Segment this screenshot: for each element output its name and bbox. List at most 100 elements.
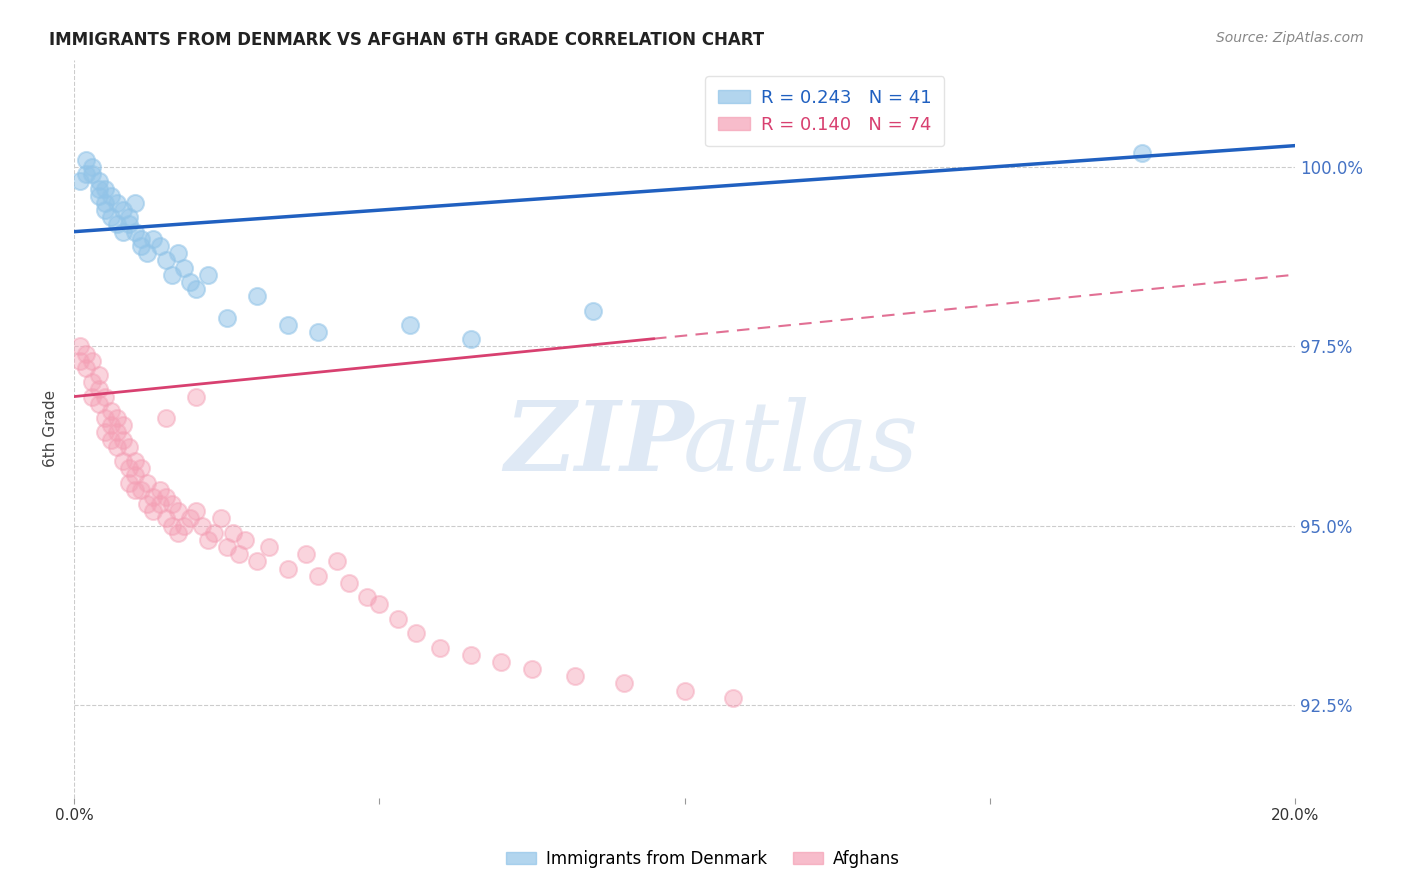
Point bbox=[118, 218, 141, 232]
Point bbox=[93, 411, 115, 425]
Point bbox=[307, 325, 329, 339]
Point bbox=[87, 397, 110, 411]
Point bbox=[167, 246, 190, 260]
Point bbox=[111, 454, 134, 468]
Point bbox=[215, 540, 238, 554]
Point bbox=[129, 483, 152, 497]
Point bbox=[87, 368, 110, 382]
Point bbox=[398, 318, 420, 332]
Point bbox=[179, 511, 201, 525]
Point bbox=[100, 404, 122, 418]
Point bbox=[82, 167, 104, 181]
Point bbox=[259, 540, 281, 554]
Point bbox=[118, 461, 141, 475]
Point bbox=[100, 433, 122, 447]
Point bbox=[82, 353, 104, 368]
Point bbox=[173, 260, 195, 275]
Point bbox=[155, 490, 177, 504]
Point bbox=[160, 268, 183, 282]
Point bbox=[93, 390, 115, 404]
Point bbox=[136, 246, 159, 260]
Point bbox=[460, 332, 482, 346]
Point bbox=[368, 598, 391, 612]
Point bbox=[124, 468, 146, 483]
Point bbox=[491, 655, 513, 669]
Point bbox=[87, 383, 110, 397]
Text: IMMIGRANTS FROM DENMARK VS AFGHAN 6TH GRADE CORRELATION CHART: IMMIGRANTS FROM DENMARK VS AFGHAN 6TH GR… bbox=[49, 31, 765, 49]
Point bbox=[186, 390, 208, 404]
Point bbox=[564, 669, 586, 683]
Point bbox=[105, 196, 128, 211]
Legend: Immigrants from Denmark, Afghans: Immigrants from Denmark, Afghans bbox=[499, 844, 907, 875]
Point bbox=[142, 232, 165, 246]
Point bbox=[612, 676, 634, 690]
Point bbox=[69, 339, 91, 353]
Legend: R = 0.243   N = 41, R = 0.140   N = 74: R = 0.243 N = 41, R = 0.140 N = 74 bbox=[704, 76, 945, 146]
Point bbox=[93, 203, 115, 218]
Point bbox=[405, 626, 427, 640]
Point bbox=[75, 360, 97, 375]
Point bbox=[246, 554, 269, 568]
Point bbox=[129, 461, 152, 475]
Point bbox=[82, 160, 104, 174]
Point bbox=[429, 640, 451, 655]
Point bbox=[129, 239, 152, 253]
Point bbox=[87, 174, 110, 188]
Point bbox=[520, 662, 543, 676]
Point bbox=[179, 275, 201, 289]
Point bbox=[93, 196, 115, 211]
Point bbox=[82, 376, 104, 390]
Point bbox=[204, 525, 226, 540]
Point bbox=[124, 225, 146, 239]
Point bbox=[160, 497, 183, 511]
Point bbox=[148, 483, 170, 497]
Point bbox=[69, 174, 91, 188]
Point bbox=[228, 547, 250, 561]
Point bbox=[100, 189, 122, 203]
Point bbox=[87, 181, 110, 195]
Point bbox=[148, 497, 170, 511]
Point bbox=[222, 525, 245, 540]
Point bbox=[325, 554, 347, 568]
Point bbox=[142, 490, 165, 504]
Point bbox=[186, 504, 208, 518]
Point bbox=[111, 418, 134, 433]
Point bbox=[75, 153, 97, 167]
Point bbox=[124, 454, 146, 468]
Point bbox=[111, 225, 134, 239]
Point bbox=[124, 196, 146, 211]
Point bbox=[155, 411, 177, 425]
Point bbox=[118, 440, 141, 454]
Point bbox=[277, 318, 299, 332]
Point bbox=[100, 211, 122, 225]
Point bbox=[167, 525, 190, 540]
Point bbox=[673, 683, 696, 698]
Point bbox=[582, 303, 605, 318]
Point bbox=[118, 211, 141, 225]
Point bbox=[197, 268, 219, 282]
Point bbox=[155, 511, 177, 525]
Point bbox=[295, 547, 318, 561]
Point bbox=[82, 390, 104, 404]
Point bbox=[136, 497, 159, 511]
Point bbox=[460, 648, 482, 662]
Point bbox=[215, 310, 238, 325]
Point bbox=[124, 483, 146, 497]
Point bbox=[233, 533, 256, 547]
Point bbox=[118, 475, 141, 490]
Point bbox=[136, 475, 159, 490]
Point bbox=[173, 518, 195, 533]
Point bbox=[337, 576, 360, 591]
Point bbox=[142, 504, 165, 518]
Point bbox=[155, 253, 177, 268]
Point bbox=[160, 518, 183, 533]
Point bbox=[723, 690, 745, 705]
Y-axis label: 6th Grade: 6th Grade bbox=[44, 391, 58, 467]
Text: ZIP: ZIP bbox=[505, 397, 695, 491]
Point bbox=[246, 289, 269, 303]
Point bbox=[307, 569, 329, 583]
Point bbox=[105, 440, 128, 454]
Point bbox=[186, 282, 208, 296]
Point bbox=[75, 346, 97, 360]
Point bbox=[93, 425, 115, 440]
